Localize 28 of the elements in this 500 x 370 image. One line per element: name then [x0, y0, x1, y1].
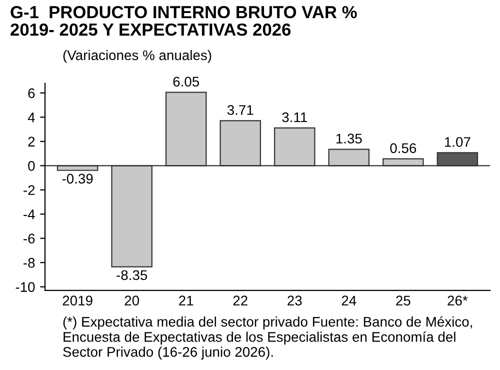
- y-tick-label: -10: [16, 282, 35, 292]
- x-tick-label: 25: [396, 296, 410, 306]
- chart-title: G-1 PRODUCTO INTERNO BRUTO VAR % 2019- 2025 Y EXPECTATIVAS 2026: [10, 6, 357, 36]
- y-tick-label: -4: [24, 210, 35, 220]
- data-label: -8.35: [116, 270, 148, 280]
- data-label: 1.07: [444, 137, 470, 147]
- y-tick-label: -8: [24, 258, 35, 268]
- data-label: 6.05: [173, 76, 200, 87]
- data-label: 1.35: [336, 134, 362, 144]
- x-tick-label: 26*: [448, 296, 468, 306]
- x-tick-label: 20: [124, 296, 140, 306]
- x-tick-label: 21: [179, 296, 194, 306]
- data-label: 0.56: [390, 143, 416, 154]
- data-label: 3.11: [282, 112, 307, 122]
- text: (*) Expectativa media del sector privado Fuente: Banco de México, Encuesta de Expectativas de los Especialistas en Economía del Sector Privado (16-26 junio 2026).: [63, 316, 472, 360]
- x-tick-label: 24: [342, 296, 356, 306]
- x-tick-label: 23: [288, 296, 302, 306]
- x-tick-label: 22: [233, 296, 248, 306]
- y-tick-label: 4: [28, 112, 35, 122]
- y-tick-label: 0: [28, 160, 35, 171]
- y-tick-label: -2: [24, 185, 35, 195]
- data-label: 3.71: [227, 105, 254, 115]
- x-tick-label: 2019: [62, 296, 92, 306]
- y-tick-label: -6: [24, 234, 35, 244]
- y-tick-label: 6: [28, 88, 35, 98]
- chart-subtitle: (Variaciones % anuales): [63, 50, 212, 63]
- data-label: -0.39: [62, 174, 93, 184]
- y-tick-label: 2: [28, 136, 35, 146]
